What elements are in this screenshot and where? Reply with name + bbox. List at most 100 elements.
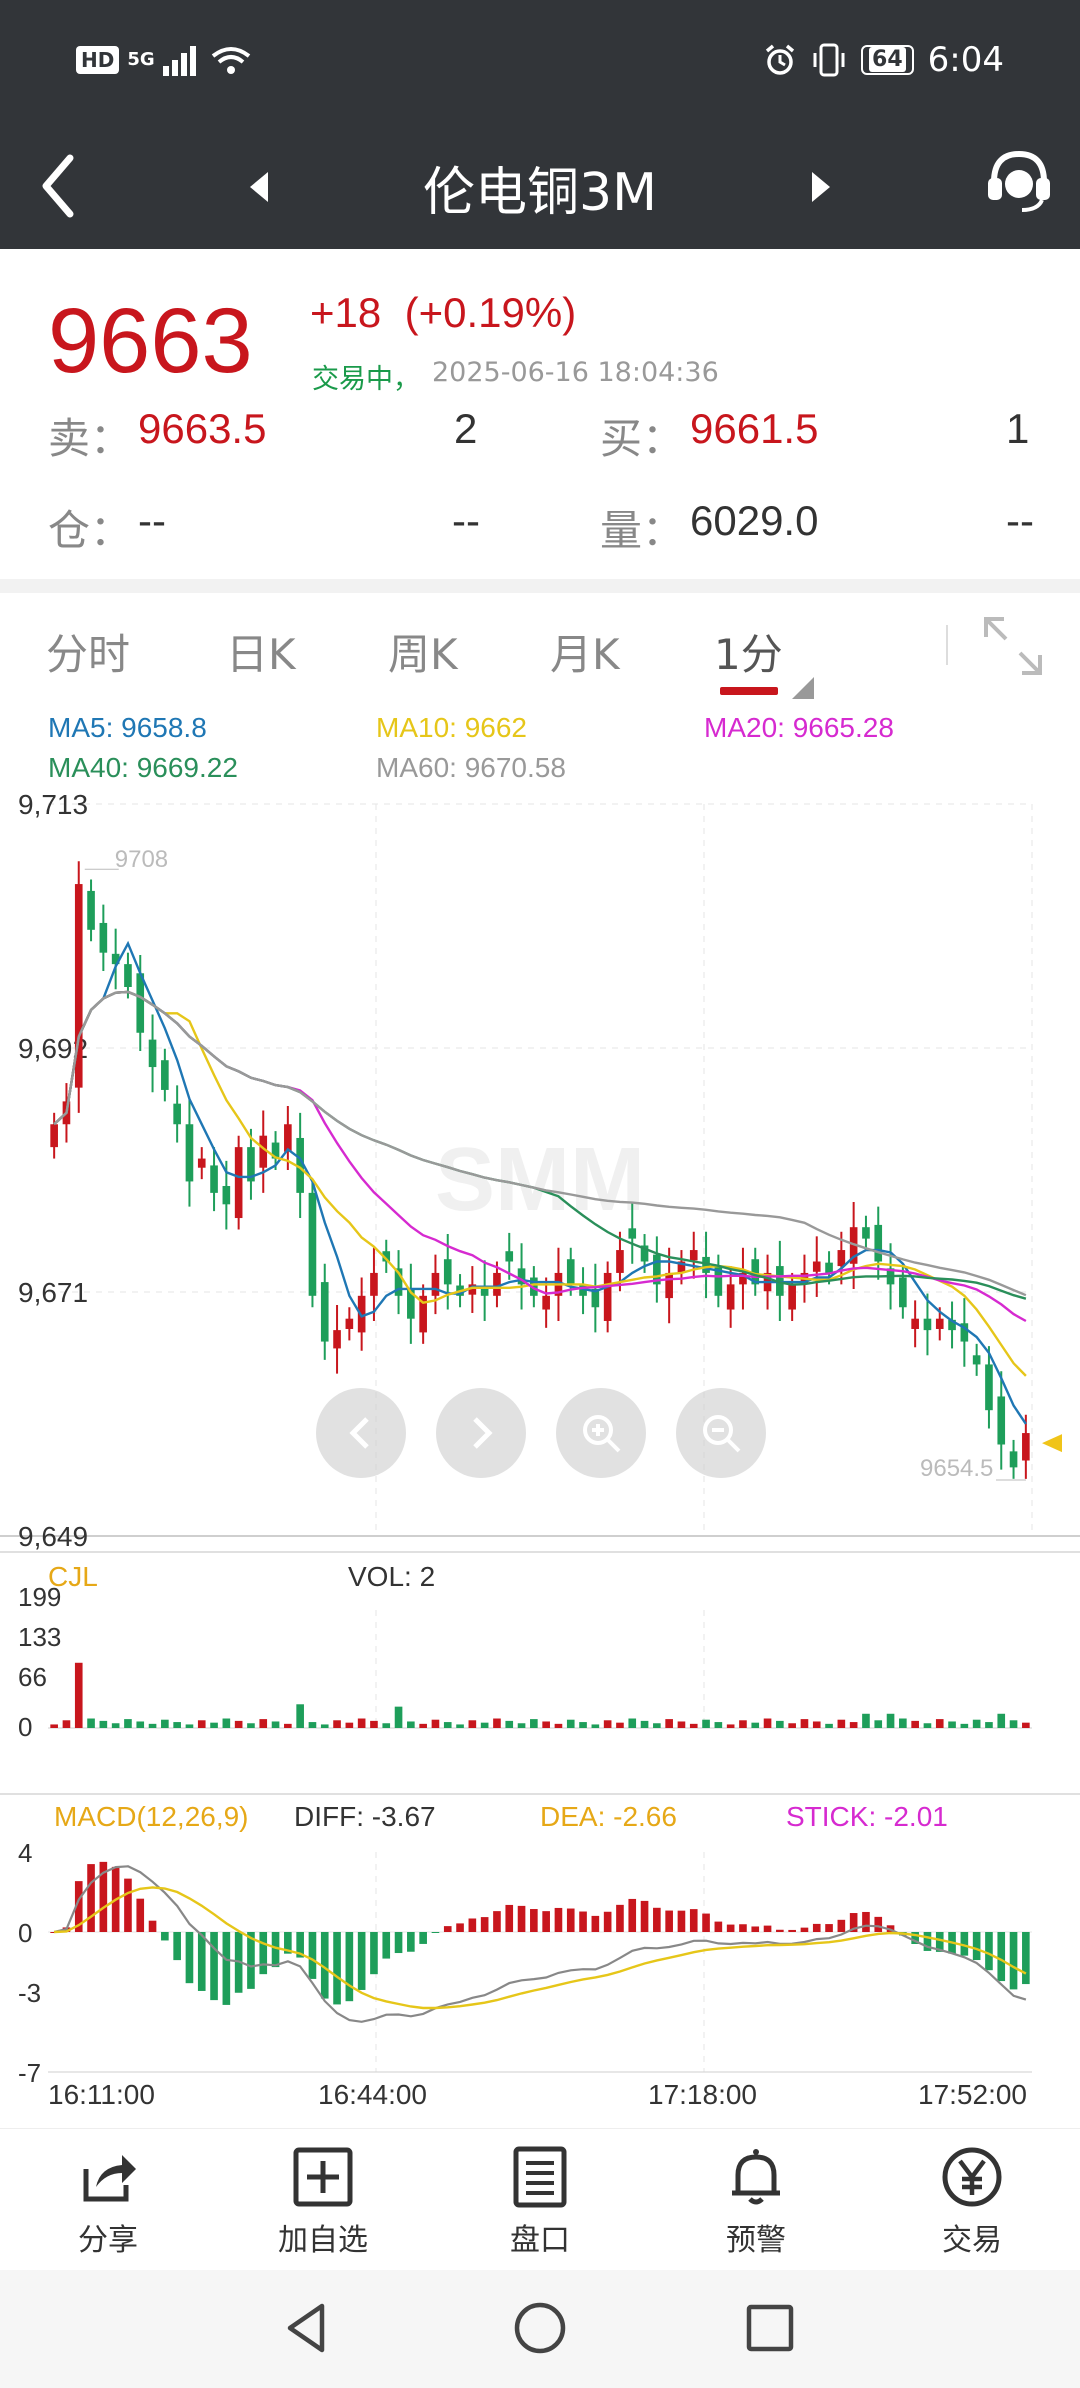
candle-body	[874, 1224, 883, 1262]
macd-bar	[628, 1898, 637, 1932]
page-title: 伦电铜3M	[423, 163, 657, 223]
macd-bar	[407, 1932, 415, 1952]
change-value: +18	[310, 289, 382, 336]
wifi-icon	[211, 47, 250, 74]
candle-body	[419, 1295, 427, 1333]
volume-bar	[308, 1722, 317, 1728]
macd-bar	[677, 1910, 686, 1932]
time-tick-label: 17:18:00	[648, 2079, 757, 2110]
volume-bar	[800, 1719, 809, 1728]
volume-bar	[726, 1724, 735, 1728]
candle-body	[751, 1259, 760, 1285]
status-bar: HD 5G 64 6:04	[0, 0, 1080, 128]
volume-bar	[185, 1724, 194, 1728]
watermark: SMM	[435, 1130, 645, 1230]
nav-back-icon[interactable]	[278, 2298, 338, 2358]
customer-service-icon[interactable]	[982, 144, 1056, 218]
share-button[interactable]: 分享	[38, 2145, 178, 2259]
nav-recents-icon[interactable]	[740, 2298, 800, 2358]
candle-body	[443, 1259, 452, 1285]
candle-body	[333, 1330, 341, 1349]
candle-body	[849, 1227, 858, 1264]
hd-badge: HD	[76, 46, 120, 74]
period-dropdown-icon[interactable]	[792, 677, 814, 699]
zoom-out-icon	[703, 1415, 741, 1453]
add-watchlist-button[interactable]: 加自选	[253, 2145, 393, 2259]
macd-bar	[308, 1932, 317, 1979]
trade-button[interactable]: 交易	[902, 2145, 1042, 2259]
share-icon	[83, 2155, 136, 2202]
candle-body	[603, 1272, 612, 1321]
tab-daily-k[interactable]: 日K	[226, 630, 296, 679]
volume-bar	[591, 1724, 600, 1728]
volume-bar	[812, 1721, 821, 1728]
tab-weekly-k[interactable]: 周K	[388, 630, 458, 679]
ma60-legend: MA60: 9670.58	[376, 752, 566, 783]
candle-body	[185, 1124, 194, 1182]
volume-bar	[259, 1719, 268, 1728]
macd-bar	[136, 1898, 145, 1932]
tab-monthly-k[interactable]: 月K	[550, 630, 620, 679]
change-percent: (+0.19%)	[404, 289, 577, 336]
macd-bar	[653, 1907, 661, 1932]
volume-tick-label: 0	[18, 1712, 32, 1742]
macd-bar	[616, 1904, 624, 1932]
candle-body	[357, 1295, 366, 1333]
candle-body	[87, 890, 95, 930]
volume-bar	[566, 1719, 575, 1728]
macd-bar	[87, 1864, 95, 1932]
nav-home-icon[interactable]	[510, 2298, 570, 2358]
macd-diff-line	[53, 1865, 1027, 2023]
volume-bar	[493, 1718, 501, 1728]
macd-bar	[124, 1878, 132, 1932]
next-contract-icon[interactable]	[800, 162, 840, 212]
macd-title: MACD(12,26,9)	[54, 1801, 249, 1832]
volume-bar	[62, 1720, 71, 1728]
macd-bar	[222, 1932, 231, 2005]
macd-bar	[763, 1925, 772, 1932]
scroll-right-button[interactable]	[436, 1388, 526, 1478]
volume-bar	[136, 1721, 145, 1728]
volume-bar	[837, 1719, 846, 1728]
time-tick-label: 17:52:00	[918, 2079, 1027, 2110]
volume-bar	[124, 1719, 132, 1728]
back-icon[interactable]	[28, 146, 88, 226]
volume-bar	[640, 1720, 649, 1728]
clock: 6:04	[927, 40, 1004, 80]
volume-bar	[960, 1723, 969, 1728]
buy-label: 买：	[600, 414, 685, 463]
macd-bar	[849, 1913, 858, 1932]
volume-bar	[456, 1724, 464, 1728]
volume-bar	[161, 1719, 169, 1728]
candle-body	[431, 1272, 440, 1296]
candle-body	[505, 1251, 514, 1262]
ma10-legend: MA10: 9662	[376, 712, 527, 743]
ma40-legend: MA40: 9669.22	[48, 752, 238, 783]
scroll-left-button[interactable]	[316, 1388, 406, 1478]
orderbook-button[interactable]: 盘口	[470, 2145, 610, 2259]
volume-bar	[899, 1718, 907, 1728]
zoom-out-button[interactable]	[676, 1388, 766, 1478]
orderbook-icon	[513, 2146, 567, 2208]
macd-bar	[862, 1911, 870, 1932]
macd-bar	[370, 1932, 378, 1975]
macd-bar	[345, 1932, 354, 2002]
macd-tick-label: -3	[18, 1978, 41, 2008]
buy-qty: 1	[1006, 405, 1030, 452]
previous-contract-icon[interactable]	[240, 162, 280, 212]
zoom-in-button[interactable]	[556, 1388, 646, 1478]
macd-bar	[284, 1932, 292, 1954]
trade-time: 2025-06-16 18:04:36	[432, 357, 719, 388]
chevron-right-icon	[473, 1417, 493, 1449]
open-interest-change: --	[452, 497, 480, 544]
candle-body	[665, 1272, 673, 1299]
tab-timeshare[interactable]: 分时	[46, 630, 131, 679]
tab-1min[interactable]: 1分	[714, 630, 783, 679]
alert-button[interactable]: 预警	[686, 2145, 826, 2259]
volume-bar	[320, 1724, 329, 1728]
fullscreen-icon[interactable]	[980, 613, 1046, 679]
volume-bar	[505, 1720, 514, 1728]
volume-bar	[874, 1720, 883, 1728]
buy-price: 9661.5	[690, 405, 819, 452]
